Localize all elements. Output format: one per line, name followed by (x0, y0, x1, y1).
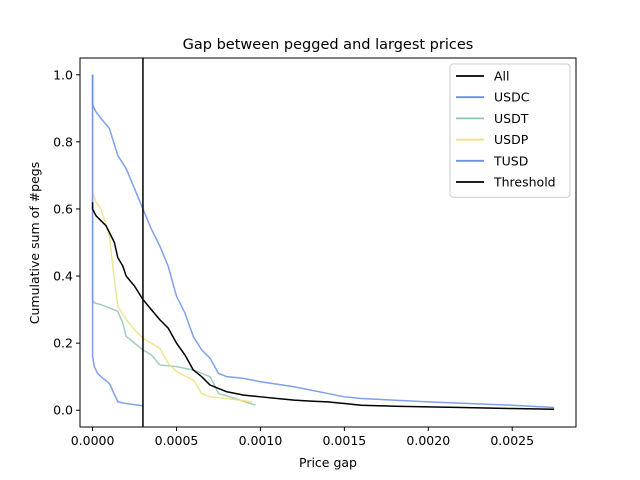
legend-label-all: All (494, 69, 510, 84)
axes (79, 57, 577, 428)
x-axis-label: Price gap (299, 455, 357, 470)
x-tick-label: 0.0025 (490, 433, 534, 448)
x-ticks: 0.0000 0.0005 0.0010 0.0015 0.0020 0.0025 (71, 427, 534, 448)
series-line-all (91, 202, 555, 410)
legend-label-usdp: USDP (494, 132, 529, 147)
plot-area (91, 58, 555, 427)
x-tick-label: 0.0015 (322, 433, 366, 448)
y-tick-label: 0.2 (53, 336, 73, 351)
series-line-usdc (91, 74, 144, 407)
chart-title: Gap between pegged and largest prices (183, 37, 474, 53)
legend-label-usdt: USDT (494, 111, 529, 126)
y-tick-label: 0.4 (53, 269, 73, 284)
y-tick-label: 0.6 (53, 201, 73, 216)
legend-label-tusd: TUSD (493, 153, 528, 168)
x-tick-label: 0.0020 (406, 433, 450, 448)
x-tick-label: 0.0000 (71, 433, 115, 448)
y-tick-label: 0.8 (53, 134, 73, 149)
x-tick-label: 0.0005 (155, 433, 199, 448)
series-line-usdp (91, 108, 253, 403)
x-tick-label: 0.0010 (239, 433, 283, 448)
y-tick-label: 1.0 (53, 67, 73, 82)
series-line-usdt (91, 74, 256, 406)
y-tick-label: 0.0 (53, 403, 73, 418)
y-axis-label: Cumulative sum of #pegs (27, 162, 42, 324)
legend-label-usdc: USDC (494, 90, 530, 105)
axes-frame (79, 57, 577, 428)
legend: All USDC USDT USDP TUSD Threshold (449, 63, 571, 198)
y-ticks: 0.0 0.2 0.4 0.6 0.8 1.0 (53, 67, 80, 418)
series-line-tusd (91, 74, 555, 409)
legend-label-threshold: Threshold (493, 175, 556, 190)
